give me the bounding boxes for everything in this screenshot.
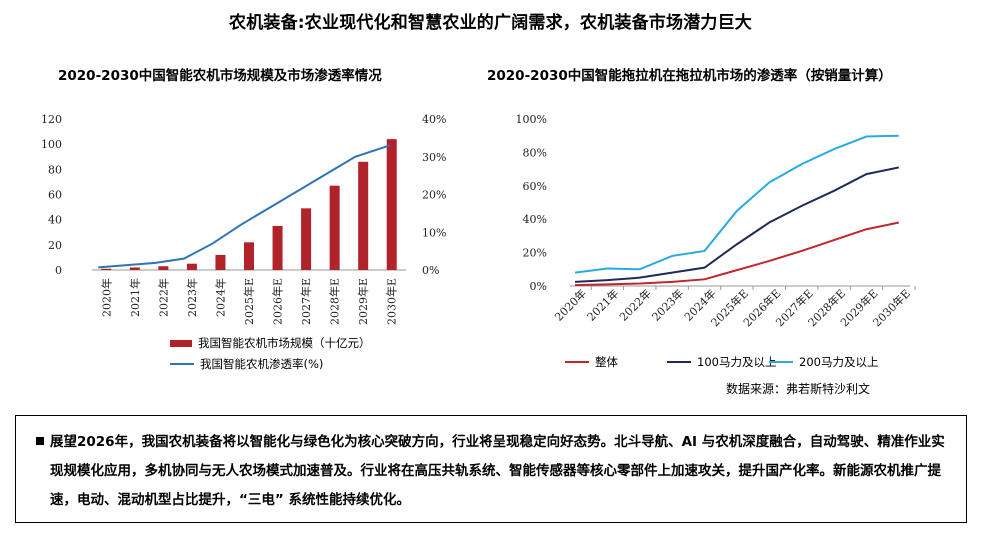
legend-label-200hp: 200马力及以上: [799, 355, 879, 369]
legend-label-overall: 整体: [595, 355, 618, 369]
left-x-tick-label: 2028年E: [328, 278, 342, 325]
right-y-tick-label: 30%: [422, 151, 446, 164]
market-size-bar: [358, 161, 369, 270]
legend-line-swatch: [170, 363, 194, 365]
market-size-bar: [101, 268, 112, 270]
right-chart-y-tick-label: 60%: [523, 180, 547, 193]
summary-text: 展望2026年，我国农机装备将以智能化与绿色化为核心突破方向，行业将呈现稳定向好…: [50, 434, 945, 508]
right-x-tick-label: 2020年: [552, 286, 589, 323]
left-y-tick-label: 40: [48, 214, 62, 227]
market-size-bar: [186, 263, 197, 270]
legend-item-200hp: 200马力及以上: [769, 354, 878, 370]
right-y-tick-label: 10%: [422, 226, 446, 239]
legend-item-market-size: 我国智能农机市场规模（十亿元）: [170, 335, 371, 351]
right-x-tick-label: 2022年: [616, 286, 653, 323]
right-y-tick-label: 0%: [422, 264, 439, 277]
summary-paragraph: 展望2026年，我国农机装备将以智能化与绿色化为核心突破方向，行业将呈现稳定向好…: [36, 428, 952, 515]
left-x-tick-label: 2020年: [99, 278, 113, 317]
left-x-tick-label: 2022年: [156, 278, 170, 317]
right-chart-y-tick-label: 20%: [523, 247, 547, 260]
square-bullet-icon: [36, 437, 44, 445]
legend-item-penetration: 我国智能农机渗透率(%): [170, 356, 323, 372]
market-size-bar: [329, 185, 340, 270]
left-x-tick-label: 2026年E: [271, 278, 285, 325]
right-y-tick-label: 20%: [422, 189, 446, 202]
left-y-tick-label: 100: [41, 138, 62, 151]
market-size-bar: [386, 139, 397, 270]
legend-line-swatch: [769, 361, 793, 363]
right-chart-y-tick-label: 40%: [523, 213, 547, 226]
left-y-tick-label: 60: [48, 189, 62, 202]
legend-item-overall: 整体: [565, 354, 618, 370]
legend-label-penetration: 我国智能农机渗透率(%): [200, 357, 324, 371]
left-x-tick-label: 2023年: [185, 278, 199, 317]
left-x-tick-label: 2030年E: [385, 278, 399, 325]
left-y-tick-label: 20: [48, 239, 62, 252]
legend-line-swatch: [565, 361, 589, 363]
left-x-tick-label: 2027年E: [299, 278, 313, 325]
left-x-tick-label: 2025年E: [242, 278, 256, 325]
market-size-bar: [301, 208, 312, 270]
left-y-tick-label: 80: [48, 163, 62, 176]
hp100-line: [574, 166, 900, 283]
right-chart-y-tick-label: 80%: [523, 146, 547, 159]
summary-box: 展望2026年，我国农机装备将以智能化与绿色化为核心突破方向，行业将呈现稳定向好…: [15, 415, 967, 523]
legend-label-market-size: 我国智能农机市场规模（十亿元）: [198, 336, 371, 350]
market-size-bar: [158, 266, 169, 270]
right-chart-y-tick-label: 100%: [516, 113, 547, 126]
right-x-tick-label: 2023年: [649, 286, 686, 323]
data-source: 数据来源：弗若斯特沙利文: [726, 382, 871, 396]
market-size-bar: [272, 225, 283, 270]
left-x-tick-label: 2024年: [213, 278, 227, 317]
right-chart-y-tick-label: 0%: [530, 280, 547, 293]
left-x-tick-label: 2029年E: [356, 278, 370, 325]
legend-label-100hp: 100马力及以上: [697, 355, 777, 369]
left-chart-title: 2020-2030中国智能农机市场规模及市场渗透率情况: [58, 68, 382, 84]
penetration-line: [98, 144, 391, 269]
right-y-tick-label: 40%: [422, 113, 446, 126]
hp200-line: [574, 134, 899, 274]
left-x-tick-label: 2021年: [128, 278, 142, 317]
right-chart-title: 2020-2030中国智能拖拉机在拖拉机市场的渗透率（按销量计算）: [487, 68, 892, 84]
right-x-tick-label: 2021年: [584, 286, 621, 323]
left-y-tick-label: 120: [41, 113, 62, 126]
page-title: 农机装备:农业现代化和智慧农业的广阔需求，农机装备市场潜力巨大: [229, 13, 752, 33]
overall-line: [574, 221, 900, 287]
market-size-bar: [215, 254, 226, 270]
legend-line-swatch: [667, 361, 691, 363]
legend-item-100hp: 100马力及以上: [667, 354, 776, 370]
market-size-bar: [129, 267, 140, 270]
legend-bar-swatch: [170, 339, 192, 347]
left-y-tick-label: 0: [55, 264, 62, 277]
market-size-bar: [244, 242, 254, 270]
